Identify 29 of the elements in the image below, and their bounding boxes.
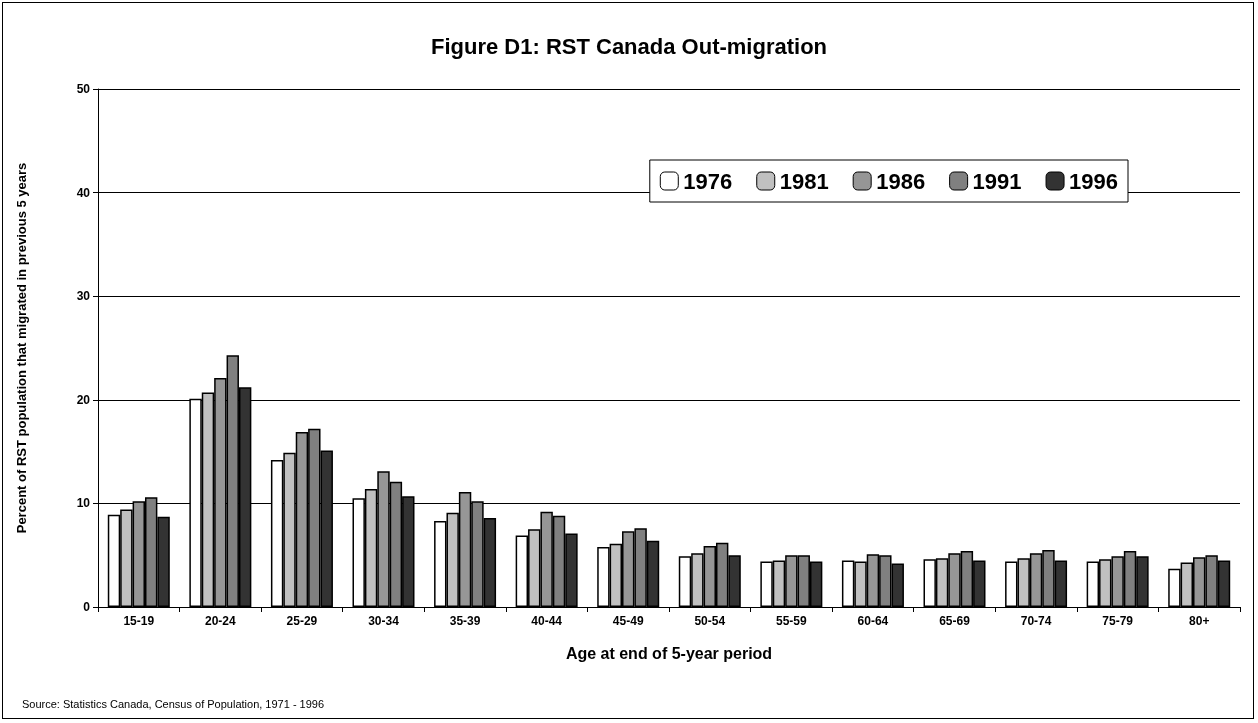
x-tick-label: 20-24 (205, 614, 237, 628)
x-tick-label: 45-49 (612, 614, 644, 628)
x-tick-label: 55-59 (776, 614, 808, 628)
y-tick-label: 50 (76, 82, 91, 96)
legend-label: 1986 (876, 168, 926, 194)
x-tick-label: 75-79 (1102, 614, 1134, 628)
x-tick-label: 40-44 (531, 614, 563, 628)
y-tick-label: 30 (76, 289, 91, 304)
x-axis-title: Age at end of 5-year period (565, 644, 773, 662)
legend-label: 1991 (972, 168, 1022, 194)
x-tick-label: 25-29 (286, 614, 318, 628)
x-tick-label: 80+ (1189, 614, 1210, 628)
legend-label: 1981 (779, 168, 829, 194)
x-tick-label: 60-64 (857, 614, 889, 628)
legend-label: 1996 (1069, 168, 1119, 194)
legend-label: 1976 (683, 168, 733, 194)
x-tick-label: 65-69 (939, 614, 971, 628)
x-tick-label: 70-74 (1020, 614, 1052, 628)
x-tick-label: 50-54 (694, 614, 726, 628)
source-note: Source: Statistics Canada, Census of Population, 1971 - 1996 (22, 697, 325, 710)
y-tick-label: 10 (76, 496, 91, 511)
x-tick-label: 35-39 (449, 614, 481, 628)
y-tick-label: 40 (76, 185, 91, 200)
y-tick-label: 20 (76, 392, 91, 407)
x-tick-label: 15-19 (123, 614, 155, 628)
y-tick-label: 0 (83, 600, 91, 614)
y-axis-title: Percent of RST population that migrated in previous 5 years (13, 162, 29, 534)
x-tick-label: 30-34 (368, 614, 400, 628)
chart-title: Figure D1: RST Canada Out-migration (430, 33, 828, 59)
